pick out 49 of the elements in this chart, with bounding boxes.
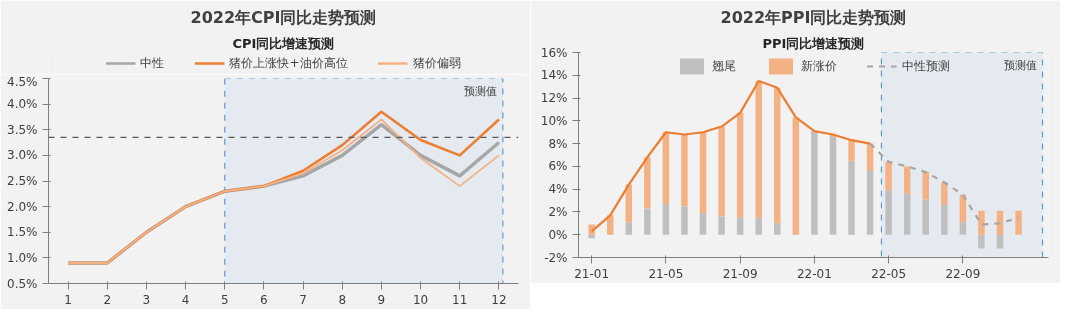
- y-tick-label: 16%: [540, 45, 568, 60]
- y-tick-label: -2%: [544, 250, 568, 265]
- y-tick-label: 1.0%: [7, 250, 38, 265]
- y-tick-label: 12%: [540, 91, 568, 106]
- x-tick-label: 7: [299, 292, 307, 307]
- chart-subtitle: CPI同比增速预测: [232, 35, 335, 51]
- x-tick-label: 21-05: [648, 266, 684, 281]
- band-label: 预测值: [1003, 58, 1037, 72]
- y-tick-label: 10%: [540, 113, 568, 128]
- y-tick-label: 4.5%: [7, 74, 38, 89]
- y-tick-label: 0.5%: [7, 276, 38, 291]
- legend-label: 翘尾: [711, 57, 736, 75]
- y-tick-label: 4.0%: [7, 97, 38, 112]
- x-tick-label: 5: [220, 292, 229, 307]
- x-tick-label: 22-01: [796, 266, 832, 281]
- x-tick-label: 9: [377, 292, 386, 307]
- x-tick-label: 11: [452, 292, 468, 307]
- legend-label: 中性: [140, 54, 165, 72]
- legend-label: 猪价偏弱: [412, 54, 461, 72]
- legend-label: 猪价上涨快+油价高位: [229, 54, 348, 72]
- y-tick-label: 8%: [548, 136, 568, 151]
- x-tick-label: 1: [64, 292, 72, 307]
- y-tick-label: 14%: [540, 68, 568, 83]
- x-tick-label: 22-09: [945, 266, 981, 281]
- chart-subtitle: PPI同比增速预测: [762, 35, 865, 51]
- chart-title: 2022年CPI同比走势预测: [190, 7, 377, 27]
- y-tick-label: 3.5%: [7, 122, 38, 137]
- legend-label: 中性预测: [901, 57, 950, 75]
- y-tick-label: 3.0%: [7, 148, 38, 163]
- y-tick-label: 6%: [548, 159, 568, 174]
- y-tick-label: 2.5%: [7, 174, 38, 188]
- x-tick-label: 12: [491, 292, 507, 307]
- chart-title: 2022年PPI同比走势预测: [720, 7, 907, 27]
- x-tick-label: 22-05: [871, 266, 907, 281]
- x-tick-label: 6: [260, 292, 268, 307]
- band-label: 预测值: [463, 84, 497, 98]
- x-tick-label: 2: [103, 292, 112, 307]
- x-tick-label: 10: [412, 292, 429, 307]
- y-tick-label: 2%: [548, 204, 568, 219]
- x-tick-label: 21-01: [574, 266, 610, 281]
- legend-label: 新涨价: [800, 57, 837, 75]
- x-tick-label: 4: [181, 292, 190, 307]
- x-tick-label: 8: [338, 292, 347, 307]
- x-tick-label: 21-09: [722, 266, 758, 281]
- y-tick-label: 4%: [548, 182, 568, 197]
- y-tick-label: 1.5%: [7, 225, 38, 240]
- y-tick-label: 0%: [548, 227, 568, 242]
- x-tick-label: 3: [142, 292, 151, 307]
- y-tick-label: 2.0%: [7, 199, 38, 214]
